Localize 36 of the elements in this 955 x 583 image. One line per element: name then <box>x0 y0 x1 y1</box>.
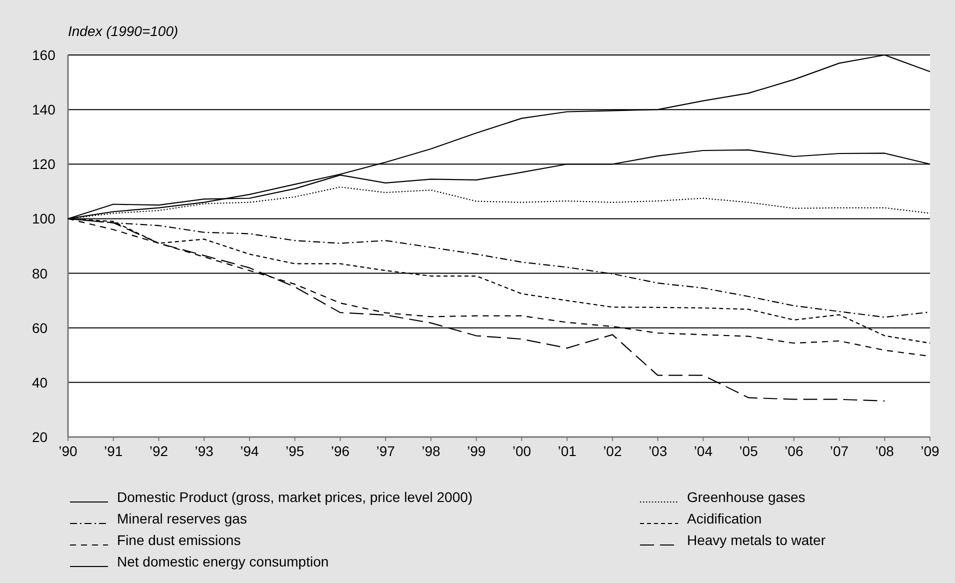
x-tick-label: ’97 <box>376 443 396 459</box>
x-tick-label: ’90 <box>58 443 78 459</box>
x-tick-label: ’09 <box>920 443 940 459</box>
x-tick-label: ’00 <box>512 443 532 459</box>
y-tick-label: 20 <box>32 429 48 445</box>
legend-label: Net domestic energy consumption <box>117 554 329 570</box>
legend-label: Greenhouse gases <box>687 489 806 505</box>
legend-label: Heavy metals to water <box>687 532 826 548</box>
y-tick-label: 120 <box>32 156 56 172</box>
y-tick-label: 160 <box>32 47 56 63</box>
legend-label: Mineral reserves gas <box>117 510 247 526</box>
legend-label: Domestic Product (gross, market prices, price level 2000) <box>117 489 473 505</box>
x-tick-label: ’93 <box>194 443 214 459</box>
x-tick-label: ’94 <box>240 443 260 459</box>
x-tick-label: ’06 <box>784 443 804 459</box>
x-tick-label: ’03 <box>648 443 668 459</box>
y-tick-label: 40 <box>32 374 48 390</box>
x-tick-label: ’99 <box>466 443 486 459</box>
legend-label: Fine dust emissions <box>117 532 241 548</box>
x-tick-label: ’92 <box>149 443 168 459</box>
y-tick-label: 80 <box>32 265 48 282</box>
y-tick-label: 60 <box>32 320 48 336</box>
legend-label: Acidification <box>687 510 762 526</box>
x-tick-label: ’02 <box>603 443 622 459</box>
y-tick-label: 100 <box>32 210 56 227</box>
y-axis-title: Index (1990=100) <box>68 23 178 39</box>
x-tick-label: ’98 <box>422 443 440 459</box>
x-tick-label: ’91 <box>104 443 123 459</box>
x-tick-label: ’05 <box>739 443 758 459</box>
y-tick-label: 140 <box>32 102 56 118</box>
x-tick-label: ’01 <box>558 443 577 459</box>
x-tick-label: ’08 <box>875 443 894 459</box>
x-tick-label: ’96 <box>330 443 350 459</box>
x-tick-label: ’95 <box>286 443 304 459</box>
x-tick-label: ’04 <box>694 443 713 459</box>
x-tick-label: ’07 <box>830 443 849 459</box>
